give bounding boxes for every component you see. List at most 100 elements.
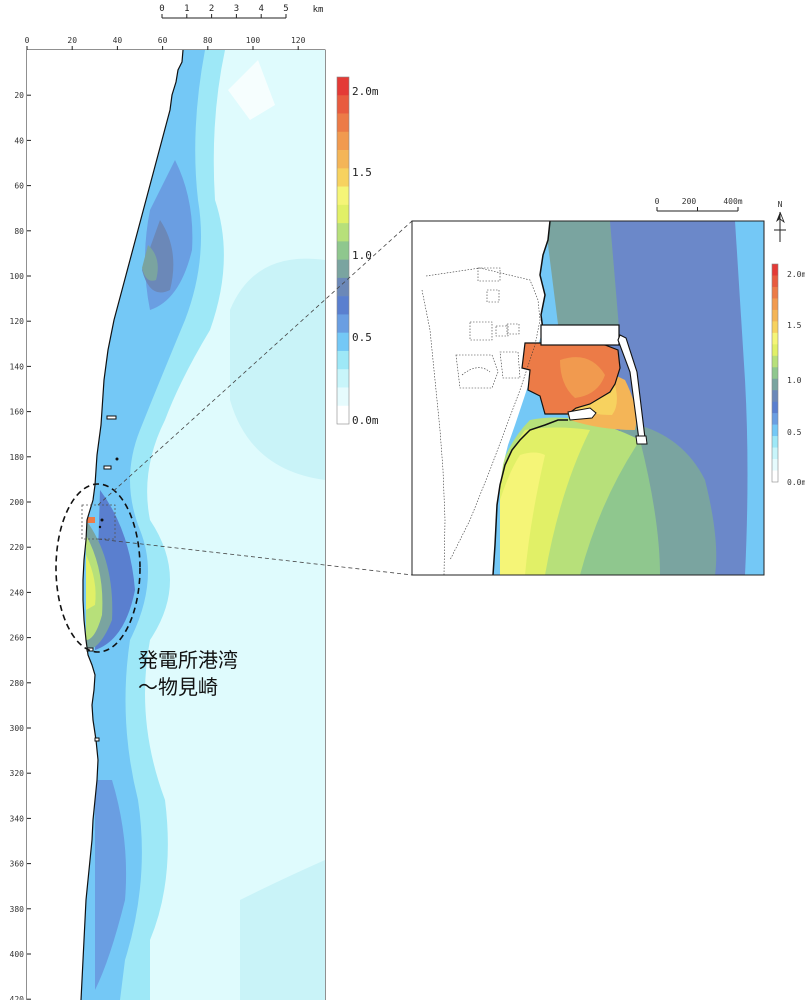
scalebar-label: 3 (234, 4, 239, 14)
legend-swatch (772, 309, 778, 322)
inset-legend-label: 0.0m (787, 478, 805, 487)
scalebar-label: 5 (283, 4, 288, 14)
scalebar-label: 0 (159, 4, 164, 14)
leader-line (97, 220, 413, 506)
main-scalebar: 0 1 2 3 4 5 km (159, 4, 324, 19)
y-tick-label: 80 (14, 227, 24, 236)
inset-map (411, 220, 765, 576)
legend-swatch (337, 131, 349, 151)
legend-swatch (337, 277, 349, 297)
y-tick-label: 160 (10, 408, 25, 417)
y-tick-label: 340 (10, 814, 25, 823)
main-map (26, 49, 326, 1000)
legend-swatch (772, 275, 778, 288)
legend-label: 2.0m (352, 85, 379, 98)
legend-label: 1.0 (352, 249, 372, 262)
y-tick-label: 400 (10, 950, 25, 959)
legend-label: 0.0m (352, 414, 379, 427)
legend-swatch (772, 413, 778, 425)
y-axis-ticks: 20 40 60 80 100 120 140 160 180 200 220 240 260 280 30… (10, 91, 31, 1000)
y-tick-label: 220 (10, 543, 25, 552)
callout (55, 220, 413, 653)
y-tick-label: 320 (10, 769, 25, 778)
inset-legend: 2.0m 1.5 1.0 0.5 0.0m (771, 263, 805, 487)
legend-swatch (772, 447, 778, 460)
legend-swatch (772, 286, 778, 299)
y-tick-label: 120 (10, 317, 25, 326)
legend-border (771, 263, 779, 483)
x-tick-label: 0 (25, 36, 30, 45)
inset-scalebar: 0 200 400m (655, 197, 743, 212)
inset-legend-label: 1.5 (787, 321, 802, 330)
scalebar-label: 1 (184, 4, 189, 14)
y-tick-label: 420 (10, 995, 25, 1000)
legend-swatch (337, 150, 349, 169)
inset-scalebar-label: 200 (682, 197, 697, 206)
inset-scalebar-label: 0 (655, 197, 660, 206)
legend-swatch (337, 314, 349, 333)
legend-swatch (337, 113, 349, 133)
main-legend: 2.0m 1.5 1.0 0.5 0.0m (336, 76, 379, 427)
legend-swatch (337, 405, 349, 425)
legend-swatch (337, 186, 349, 206)
legend-swatch (772, 321, 778, 334)
scalebar-label: 4 (258, 4, 263, 14)
legend-swatch (337, 204, 349, 224)
y-tick-label: 140 (10, 362, 25, 371)
y-tick-label: 100 (10, 272, 25, 281)
legend-swatch (772, 355, 778, 368)
y-tick-label: 360 (10, 860, 25, 869)
y-tick-label: 300 (10, 724, 25, 733)
legend-swatch (772, 378, 778, 391)
x-tick-label: 40 (113, 36, 123, 45)
inset-legend-label: 2.0m (787, 270, 805, 279)
x-tick-label: 100 (246, 36, 261, 45)
y-tick-label: 200 (10, 498, 25, 507)
inset-scalebar-label: 400m (723, 197, 742, 206)
legend-swatch (337, 369, 349, 388)
legend-swatch (772, 470, 778, 483)
legend-swatch (337, 77, 349, 96)
y-tick-label: 20 (14, 91, 24, 100)
main-legend-colorbar (336, 76, 350, 425)
x-axis-ticks: 0 20 40 60 80 100 120 (25, 36, 306, 50)
north-label: N (778, 200, 783, 209)
y-tick-label: 180 (10, 453, 25, 462)
legend-swatch (337, 332, 349, 352)
x-tick-label: 120 (291, 36, 306, 45)
legend-swatch (772, 367, 778, 380)
area-label-line1: 発電所港湾 (138, 648, 238, 672)
legend-swatch (772, 459, 778, 471)
legend-swatch (337, 259, 349, 279)
legend-swatch (772, 264, 778, 276)
legend-swatch (772, 390, 778, 402)
x-tick-label: 20 (67, 36, 77, 45)
legend-label: 1.5 (352, 166, 372, 179)
legend-swatch (337, 241, 349, 260)
inset-legend-colorbar (771, 263, 779, 483)
scalebar-unit: km (313, 5, 324, 15)
y-tick-label: 40 (14, 136, 24, 145)
inset-legend-label: 0.5 (787, 428, 802, 437)
legend-swatch (337, 387, 349, 407)
scalebar-label: 2 (209, 4, 214, 14)
y-tick-label: 240 (10, 588, 25, 597)
x-tick-label: 60 (158, 36, 168, 45)
x-tick-label: 80 (203, 36, 213, 45)
legend-border (336, 76, 350, 425)
y-tick-label: 60 (14, 182, 24, 191)
y-tick-label: 260 (10, 634, 25, 643)
legend-swatch (337, 168, 349, 187)
north-arrow-icon: N (774, 200, 786, 242)
legend-swatch (772, 332, 778, 345)
highlight-ellipse (55, 483, 141, 653)
legend-swatch (337, 223, 349, 242)
legend-label: 0.5 (352, 331, 372, 344)
legend-swatch (772, 298, 778, 311)
legend-swatch (337, 350, 349, 370)
y-tick-label: 380 (10, 905, 25, 914)
legend-swatch (772, 424, 778, 437)
area-label-line2: ～物見崎 (138, 675, 218, 699)
legend-swatch (337, 296, 349, 315)
